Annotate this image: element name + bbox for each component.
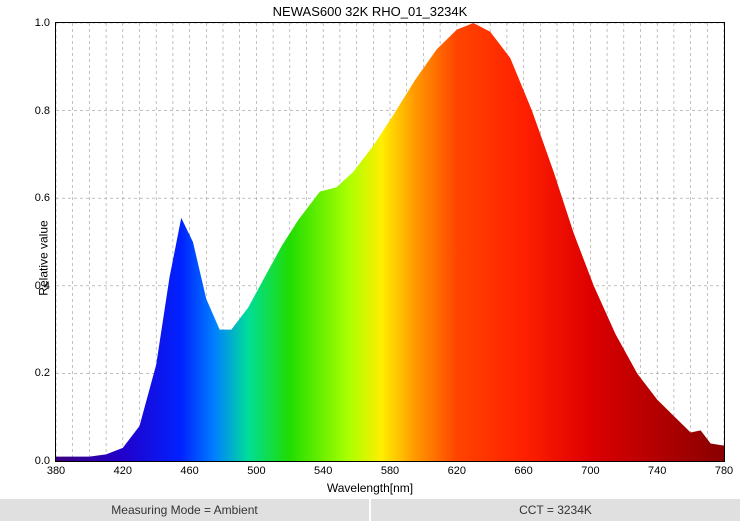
y-tick-label: 0.6 [35,192,50,204]
footer-measuring-mode: Measuring Mode = Ambient [0,499,371,521]
x-tick-label: 700 [581,465,599,477]
x-tick-label: 380 [47,465,65,477]
y-tick-label: 1.0 [35,17,50,29]
x-tick-label: 420 [114,465,132,477]
chart-container: Relative value 0.00.20.40.60.81.03804204… [0,20,740,495]
y-tick-label: 0.4 [35,280,50,292]
footer-cct: CCT = 3234K [371,499,740,521]
plot-area: 0.00.20.40.60.81.03804204605005405806206… [55,22,725,462]
x-tick-label: 580 [381,465,399,477]
spectrum-area [56,23,724,461]
x-tick-label: 780 [715,465,733,477]
x-tick-label: 740 [648,465,666,477]
x-tick-label: 500 [247,465,265,477]
x-axis-label: Wavelength[nm] [0,481,740,495]
x-tick-label: 620 [448,465,466,477]
footer-bar: Measuring Mode = Ambient CCT = 3234K [0,499,740,521]
chart-title: NEWAS600 32K RHO_01_3234K [0,4,740,19]
x-tick-label: 660 [514,465,532,477]
x-tick-label: 540 [314,465,332,477]
x-tick-label: 460 [180,465,198,477]
y-tick-label: 0.2 [35,367,50,379]
y-tick-label: 0.8 [35,105,50,117]
